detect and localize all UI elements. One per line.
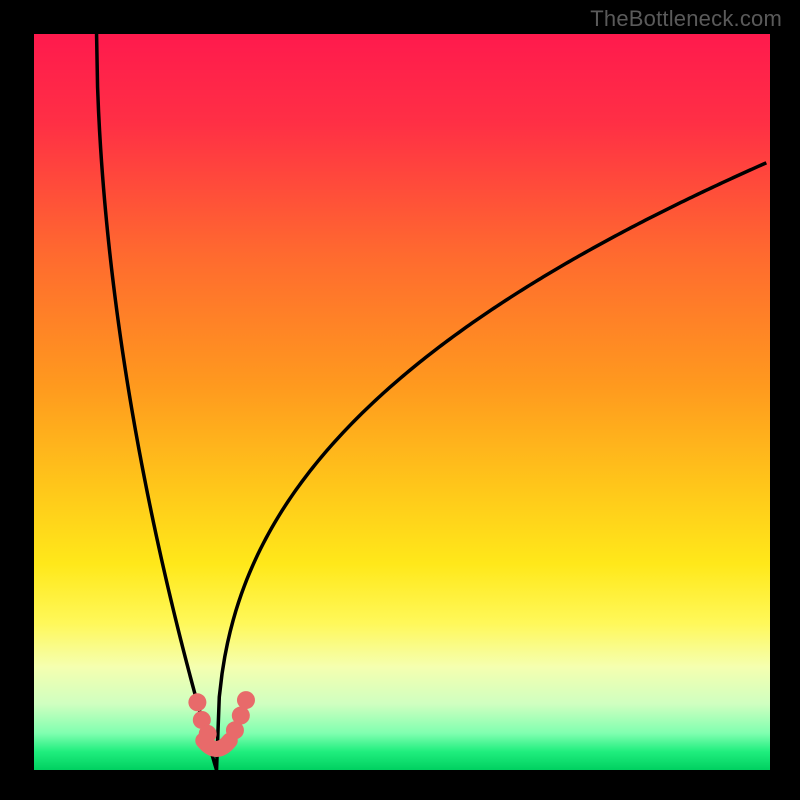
- watermark: TheBottleneck.com: [590, 6, 782, 32]
- marker-point: [232, 707, 250, 725]
- bottleneck-chart: [34, 34, 770, 770]
- marker-point: [237, 691, 255, 709]
- marker-point: [188, 693, 206, 711]
- marker-point: [199, 725, 217, 743]
- chart-background: [34, 34, 770, 770]
